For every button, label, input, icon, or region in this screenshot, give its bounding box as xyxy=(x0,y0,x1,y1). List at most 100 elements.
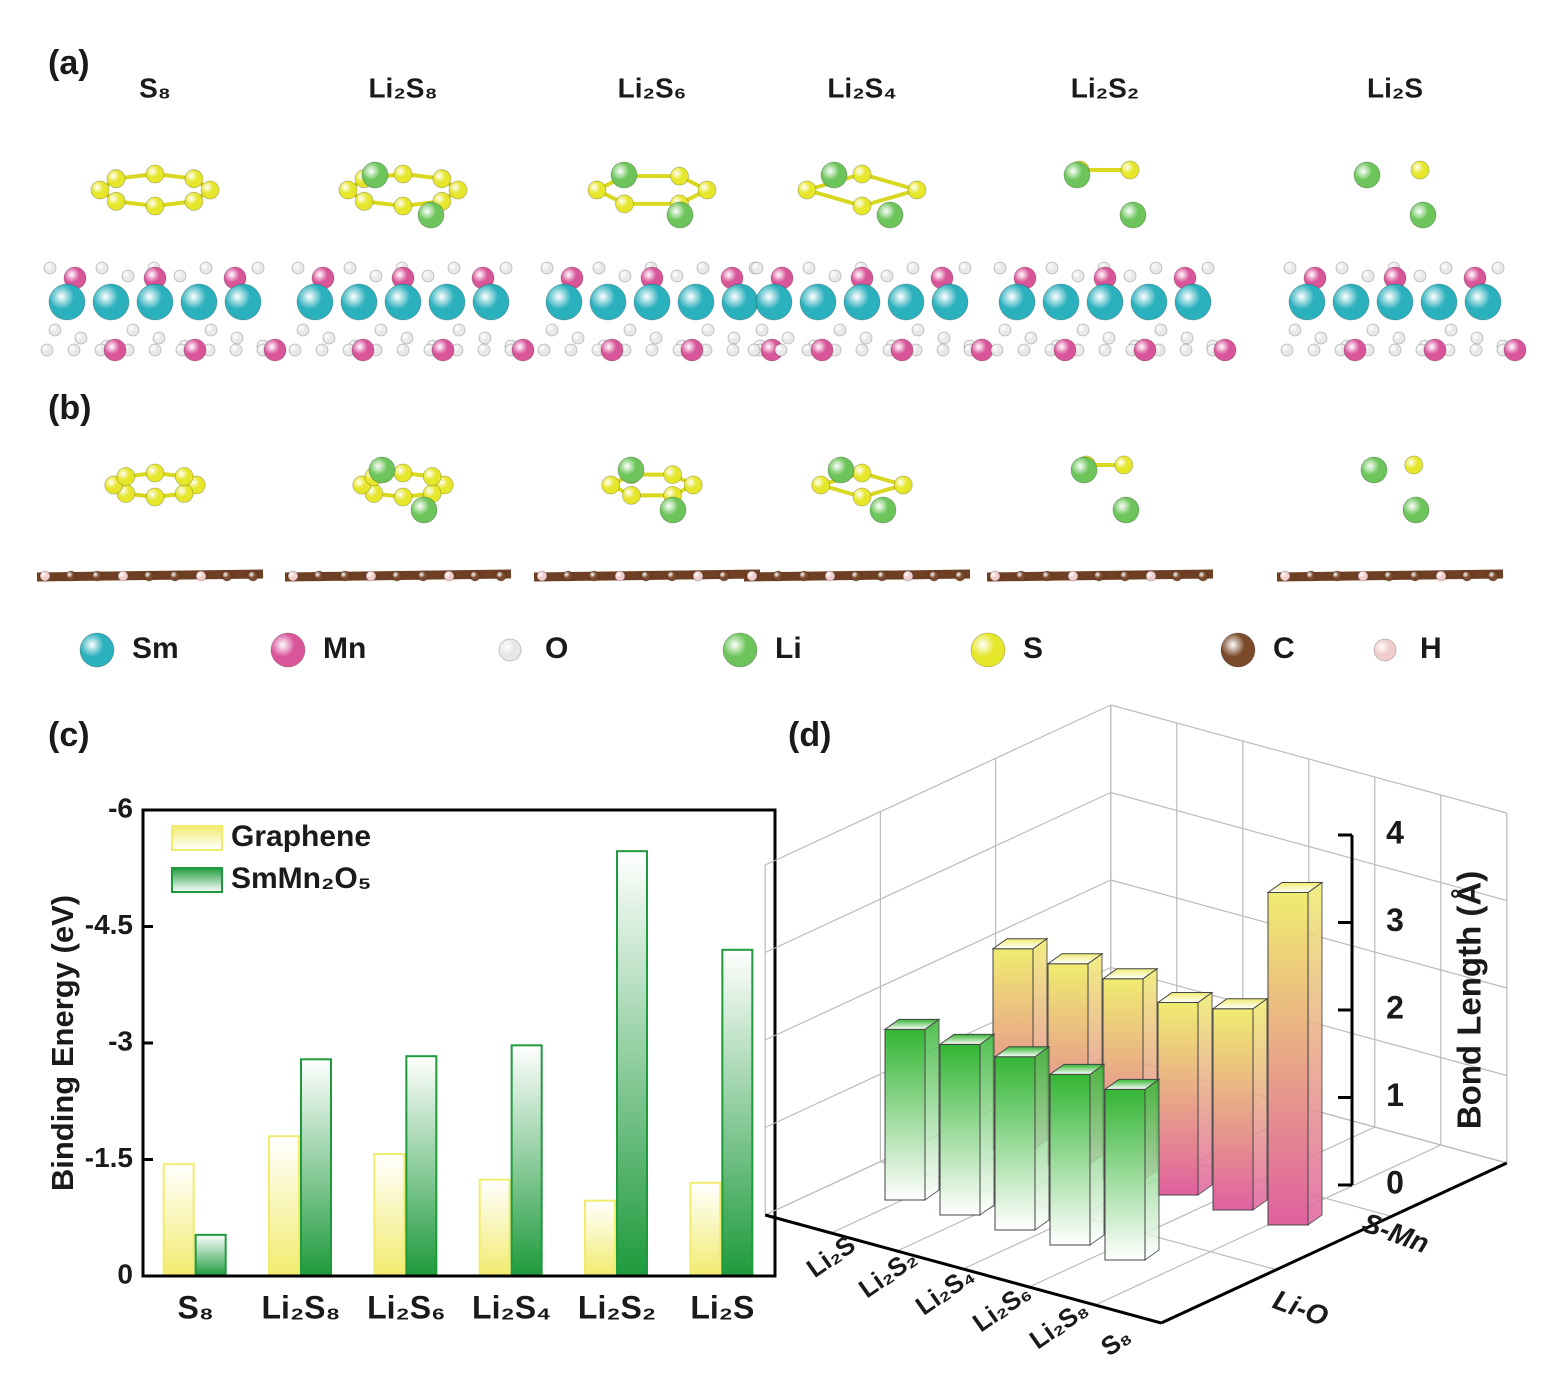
atom xyxy=(600,338,624,362)
atom xyxy=(1343,338,1367,362)
atom xyxy=(1461,570,1473,582)
atom xyxy=(1423,338,1447,362)
atom xyxy=(774,343,788,357)
atom xyxy=(610,161,638,189)
grid-line xyxy=(764,879,1112,1041)
atom xyxy=(1045,261,1059,275)
atom xyxy=(902,570,914,582)
atom xyxy=(587,180,607,200)
atom xyxy=(1280,343,1294,357)
atom xyxy=(1388,343,1402,357)
atom xyxy=(495,570,507,582)
atom xyxy=(339,570,351,582)
atom xyxy=(970,632,1006,668)
atom xyxy=(755,323,769,337)
bar-side xyxy=(1197,991,1213,1196)
atom xyxy=(1174,283,1212,321)
atom-legend-label: H xyxy=(1420,632,1442,665)
atom xyxy=(1464,283,1502,321)
atom xyxy=(1154,323,1168,337)
atom xyxy=(970,338,994,362)
atom xyxy=(1149,261,1163,275)
atom xyxy=(1220,632,1256,668)
atom xyxy=(92,283,130,321)
atom xyxy=(343,261,357,275)
z-tick-label: 1 xyxy=(1386,1077,1404,1113)
bar-front xyxy=(1267,892,1309,1226)
atom xyxy=(936,343,950,357)
panel-label: (a) xyxy=(48,44,90,82)
x-tick-label: Li₂S₈ xyxy=(262,1289,341,1325)
atom xyxy=(103,338,127,362)
atom xyxy=(1017,343,1031,357)
atom xyxy=(1357,570,1369,582)
atom xyxy=(618,269,632,283)
y-tick-label: -6 xyxy=(108,792,133,823)
atom xyxy=(1098,343,1112,357)
atom-legend-label: O xyxy=(545,632,568,665)
atom xyxy=(1119,201,1147,229)
atom xyxy=(393,164,413,184)
atom xyxy=(1307,343,1321,357)
atom xyxy=(1444,323,1458,337)
structure-label: S₈ xyxy=(139,72,171,103)
z-tick-label: 4 xyxy=(1386,814,1404,850)
atom xyxy=(750,261,764,275)
legend-swatch xyxy=(171,825,223,851)
atom xyxy=(540,261,554,275)
bar-front xyxy=(939,1043,981,1216)
atom xyxy=(1420,283,1458,321)
atom xyxy=(169,570,181,582)
atom xyxy=(545,323,559,337)
atom xyxy=(670,269,684,283)
atom xyxy=(499,261,513,275)
atom xyxy=(287,570,299,582)
bar-top xyxy=(991,938,1049,950)
y-tick-label: 0 xyxy=(117,1258,133,1289)
bar xyxy=(1048,1063,1106,1246)
atom xyxy=(880,269,894,283)
bar-top xyxy=(1048,1063,1106,1075)
atom xyxy=(621,485,641,505)
atom xyxy=(315,343,329,357)
atom xyxy=(1314,331,1328,345)
atom-legend-label: Mn xyxy=(323,632,366,665)
atom xyxy=(1404,455,1424,475)
atom xyxy=(993,261,1007,275)
grid-line xyxy=(764,704,1112,866)
atom xyxy=(313,570,325,582)
atom xyxy=(1133,338,1157,362)
atom xyxy=(537,343,551,357)
atom xyxy=(230,331,244,345)
atom xyxy=(351,338,375,362)
atom xyxy=(145,196,165,216)
atom xyxy=(876,570,888,582)
bar-side xyxy=(1252,997,1268,1211)
atom xyxy=(174,467,194,486)
atom xyxy=(65,570,77,582)
atom xyxy=(447,261,461,275)
bar-side xyxy=(1144,1078,1160,1261)
atom xyxy=(852,164,872,184)
atom xyxy=(571,331,585,345)
atom xyxy=(1376,283,1414,321)
x-tick-label: Li₂S₆ xyxy=(367,1289,446,1325)
atom xyxy=(1366,323,1380,337)
atom xyxy=(79,632,115,668)
atom xyxy=(855,343,869,357)
atom xyxy=(365,570,377,582)
atom xyxy=(683,475,703,495)
atom xyxy=(1288,283,1326,321)
atom xyxy=(852,487,872,507)
atom xyxy=(452,323,466,337)
atom xyxy=(677,283,715,321)
atom xyxy=(422,467,442,486)
atom xyxy=(615,194,634,214)
atom xyxy=(746,570,758,582)
atom xyxy=(1279,570,1291,582)
atom xyxy=(478,331,492,345)
atom xyxy=(696,261,710,275)
bar xyxy=(1103,1078,1161,1261)
atom xyxy=(601,475,621,495)
atom xyxy=(772,570,784,582)
